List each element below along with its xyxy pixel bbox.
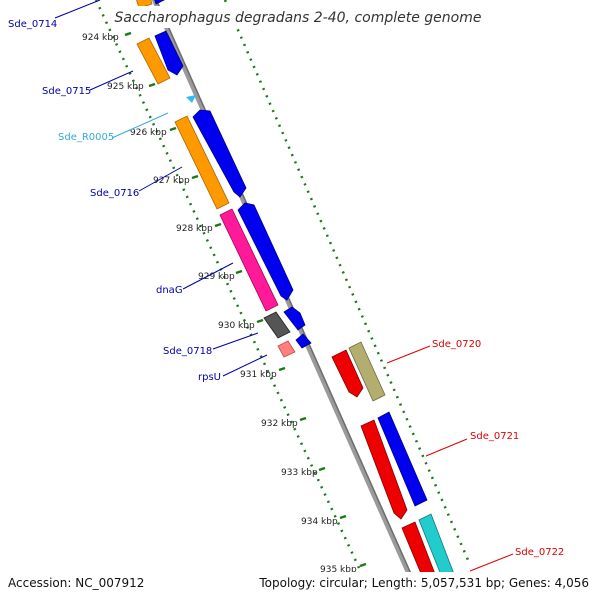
gene-cds-olive[interactable] [348, 341, 386, 402]
gc-ring-outer [223, 0, 470, 561]
tick-label: 933 kbp [281, 468, 318, 478]
title-backdrop [112, 6, 484, 28]
tick-label: 927 kbp [153, 176, 190, 186]
tick-labels: 924 kbp 925 kbp 926 kbp 927 kbp 928 kbp … [82, 33, 357, 575]
gene-sde0716-bar[interactable] [174, 115, 230, 210]
tick-label: 928 kbp [176, 224, 213, 234]
gene-label-rpsu[interactable]: rpsU [198, 372, 221, 383]
tick-mark [256, 318, 264, 324]
backbone-line [151, 0, 424, 600]
tick-label: 930 kbp [218, 321, 255, 331]
tick-mark [359, 562, 367, 568]
tick-label: 935 kbp [320, 565, 357, 575]
gene-labels: Sde_0714 Sde_0715 Sde_R0005 Sde_0716 dna… [8, 19, 564, 558]
tick-mark [339, 514, 347, 520]
gc-ring-inner [94, 0, 362, 571]
gene-cds-arrow[interactable] [192, 109, 247, 198]
gene-cds-arrow[interactable] [237, 202, 294, 301]
footer-backdrop [0, 572, 600, 600]
tick-mark [148, 82, 156, 88]
tick-mark [235, 269, 243, 275]
gene-sde0718-bar[interactable] [263, 311, 291, 339]
inner-features [136, 0, 312, 358]
gene-dnag-bar[interactable] [219, 208, 279, 312]
gene-label-sde0722[interactable]: Sde_0722 [515, 547, 564, 558]
tick-mark [169, 126, 177, 132]
leader-line [469, 553, 514, 572]
leader-line [138, 166, 183, 192]
gene-sde0715-bar[interactable] [136, 37, 171, 85]
gene-label-sde0715[interactable]: Sde_0715 [42, 86, 91, 97]
tick-label: 924 kbp [82, 33, 119, 43]
gene-label-sde0718[interactable]: Sde_0718 [163, 346, 212, 357]
gene-sde0720-bar[interactable] [331, 349, 364, 398]
leader-line [425, 438, 468, 457]
backbone-shadow [155, 0, 424, 600]
tick-label: 926 kbp [130, 128, 167, 138]
leader-line [54, 0, 101, 19]
gene-sde0721-bar[interactable] [360, 419, 408, 520]
gene-label-sde0720[interactable]: Sde_0720 [432, 339, 481, 350]
tick-mark [124, 31, 132, 37]
map-title: Saccharophagus degradans 2-40, complete … [115, 10, 482, 26]
gene-cds-arrow[interactable] [377, 411, 428, 507]
gene-rpsu-bar[interactable] [277, 340, 296, 358]
gene-cds-arrow[interactable] [152, 0, 165, 5]
leader-line [182, 262, 234, 290]
gene-label-dnag[interactable]: dnaG [156, 285, 183, 296]
gene-cds-arrow[interactable] [283, 306, 306, 331]
leader-line [89, 70, 134, 91]
tick-label: 931 kbp [240, 370, 277, 380]
tick-mark [278, 366, 286, 372]
leader-line [222, 354, 268, 377]
genome-summary-text: Topology: circular; Length: 5,057,531 bp… [258, 576, 589, 590]
tick-label: 925 kbp [107, 82, 144, 92]
leader-line [212, 332, 259, 350]
tick-label: 934 kbp [301, 517, 338, 527]
gene-label-sde-r0005[interactable]: Sde_R0005 [58, 132, 114, 143]
leader-lines [54, 0, 514, 572]
gene-label-sde0714[interactable]: Sde_0714 [8, 19, 57, 30]
tick-marks [124, 31, 367, 568]
gene-cds-arrow[interactable] [154, 30, 184, 76]
gene-label-sde0721[interactable]: Sde_0721 [470, 431, 519, 442]
tick-mark [214, 222, 222, 228]
tick-mark [318, 466, 326, 472]
leader-line [111, 112, 169, 139]
tick-mark [191, 174, 199, 180]
leader-line [386, 345, 431, 364]
tick-label: 932 kbp [261, 419, 298, 429]
tick-mark [299, 416, 307, 422]
gene-label-sde0716[interactable]: Sde_0716 [90, 188, 139, 199]
accession-text: Accession: NC_007912 [8, 576, 144, 590]
tick-label: 929 kbp [198, 272, 235, 282]
gene-sde-r0005-marker[interactable] [186, 95, 196, 103]
gene-cds-arrow[interactable] [295, 333, 312, 349]
